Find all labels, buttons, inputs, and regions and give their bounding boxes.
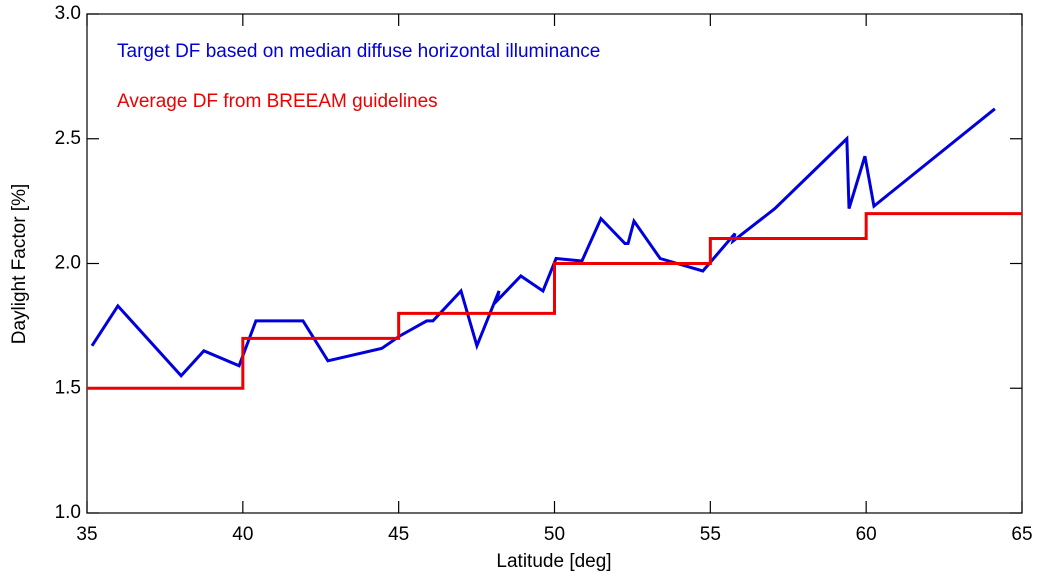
x-tick-label: 65 [1011, 524, 1032, 545]
series-line [90, 107, 996, 379]
x-axis-label: Latitude [deg] [496, 551, 611, 572]
x-tick-label: 50 [544, 524, 565, 545]
x-tick-label: 35 [76, 524, 97, 545]
legend-entry: Average DF from BREEAM guidelines [117, 91, 438, 112]
series-line [87, 212, 1022, 390]
y-tick-label: 1.0 [55, 502, 81, 523]
y-axis-label: Daylight Factor [%] [9, 184, 30, 345]
x-tick-label: 45 [388, 524, 409, 545]
legend-entry: Target DF based on median diffuse horizo… [117, 41, 600, 62]
x-tick-label: 55 [700, 524, 721, 545]
y-tick-label: 2.0 [55, 253, 81, 274]
y-tick-label: 3.0 [55, 3, 81, 24]
y-tick-label: 1.5 [55, 377, 81, 398]
x-tick-label: 60 [856, 524, 877, 545]
y-tick-label: 2.5 [55, 128, 81, 149]
x-tick-label: 40 [232, 524, 253, 545]
